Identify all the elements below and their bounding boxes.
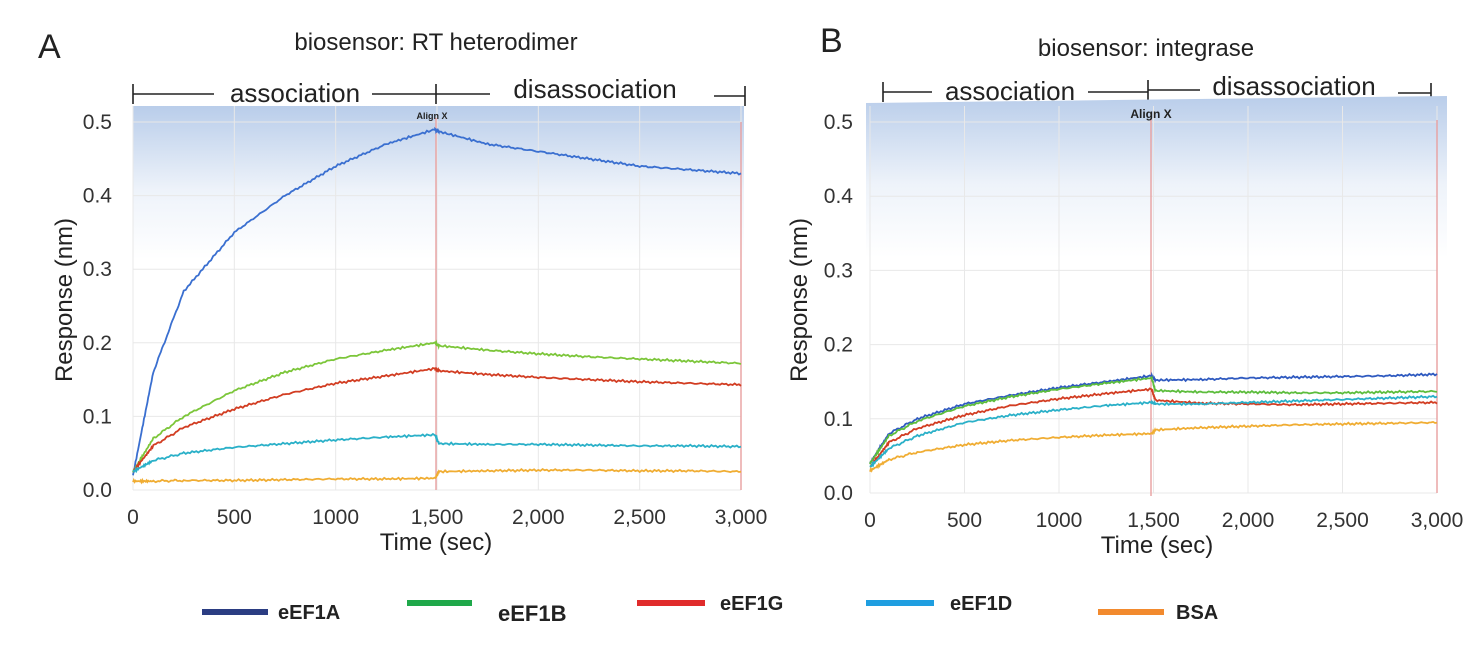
panel-b-x-tick-label: 1000 bbox=[1036, 509, 1083, 532]
panel-a-x-ticks: 0 500 1000 1,500 2,000 2,500 3,000 bbox=[127, 506, 767, 529]
panel-b-x-tick-label: 1,500 bbox=[1127, 509, 1180, 532]
panel-a-plot-area bbox=[133, 106, 744, 490]
panel-b-y-axis-title: Response (nm) bbox=[786, 218, 813, 382]
panel-a-y-tick-label: 0.5 bbox=[83, 111, 112, 134]
panel-b: B biosensor: integrase association disas… bbox=[786, 22, 1463, 559]
panel-a-y-tick-label: 0.4 bbox=[83, 185, 113, 208]
panel-a-association-label: association bbox=[230, 78, 360, 108]
panel-b-series-eef1g bbox=[869, 387, 1438, 468]
panel-b-y-tick-label: 0.2 bbox=[824, 334, 853, 357]
panel-b-title: biosensor: integrase bbox=[1038, 35, 1254, 62]
panel-b-series-bsa bbox=[869, 420, 1438, 473]
panel-a-y-axis-title: Response (nm) bbox=[51, 218, 78, 382]
panel-a-x-tick-label: 2,000 bbox=[512, 506, 565, 529]
panel-a-series-eef1g bbox=[132, 366, 742, 473]
panel-a-y-ticks: 0.0 0.1 0.2 0.3 0.4 0.5 bbox=[83, 111, 113, 502]
legend-label-bsa: BSA bbox=[1176, 602, 1218, 624]
panel-a-series bbox=[132, 126, 742, 485]
panel-a-y-tick-label: 0.0 bbox=[83, 479, 112, 502]
panel-a-series-eef1a bbox=[132, 126, 742, 476]
panel-b-series-eef1d bbox=[869, 394, 1438, 468]
panel-a-x-tick-label: 500 bbox=[217, 506, 252, 529]
panel-a-title: biosensor: RT heterodimer bbox=[294, 29, 577, 56]
legend-label-eef1a: eEF1A bbox=[278, 602, 340, 624]
panel-b-disassociation-label: disassociation bbox=[1212, 71, 1375, 101]
panel-b-y-tick-label: 0.1 bbox=[824, 408, 853, 431]
panel-b-plot-area bbox=[866, 96, 1447, 500]
panel-b-x-ticks: 0 500 1000 1,500 2,000 2,500 3,000 bbox=[864, 509, 1463, 532]
panel-a-disassociation-label: disassociation bbox=[513, 74, 676, 104]
panel-a-series-eef1b bbox=[132, 339, 742, 473]
panel-b-y-tick-label: 0.5 bbox=[824, 111, 853, 134]
panel-b-y-tick-label: 0.0 bbox=[824, 482, 853, 505]
panel-b-x-axis-title: Time (sec) bbox=[1101, 532, 1213, 559]
panel-b-phase-brackets: association disassociation bbox=[882, 71, 1432, 106]
panel-b-y-tick-label: 0.3 bbox=[824, 259, 853, 282]
legend-label-eef1d: eEF1D bbox=[950, 593, 1012, 615]
panel-a-x-axis-title: Time (sec) bbox=[380, 529, 492, 556]
panel-a-x-tick-label: 1000 bbox=[312, 506, 359, 529]
legend-label-eef1b: eEF1B bbox=[498, 601, 566, 626]
panel-a-series-bsa bbox=[132, 468, 742, 485]
panel-b-x-tick-label: 0 bbox=[864, 509, 876, 532]
panel-b-series bbox=[869, 371, 1438, 473]
panel-a-y-tick-label: 0.2 bbox=[83, 332, 112, 355]
panel-a-x-tick-label: 1,500 bbox=[411, 506, 464, 529]
panel-a-y-tick-label: 0.1 bbox=[83, 405, 112, 428]
panel-b-x-tick-label: 2,500 bbox=[1316, 509, 1369, 532]
panel-b-y-ticks: 0.0 0.1 0.2 0.3 0.4 0.5 bbox=[824, 111, 854, 505]
legend-label-eef1g: eEF1G bbox=[720, 593, 783, 615]
panel-b-x-tick-label: 3,000 bbox=[1411, 509, 1464, 532]
panel-b-y-tick-label: 0.4 bbox=[824, 185, 854, 208]
panel-a-x-tick-label: 2,500 bbox=[613, 506, 666, 529]
panel-a-letter: A bbox=[38, 28, 61, 66]
panel-b-series-eef1a bbox=[869, 371, 1438, 464]
panel-a: A biosensor: RT heterodimer association … bbox=[38, 28, 767, 556]
panel-a-x-tick-label: 3,000 bbox=[715, 506, 768, 529]
panel-a-y-tick-label: 0.3 bbox=[83, 258, 112, 281]
panel-a-x-tick-label: 0 bbox=[127, 506, 139, 529]
panel-b-letter: B bbox=[820, 22, 843, 60]
panel-b-x-tick-label: 500 bbox=[947, 509, 982, 532]
panel-b-x-tick-label: 2,000 bbox=[1222, 509, 1275, 532]
panel-b-series-eef1b bbox=[869, 375, 1438, 465]
panel-a-series-eef1d bbox=[132, 432, 742, 474]
panel-b-align-x-label: Align X bbox=[1130, 107, 1171, 121]
panel-a-phase-brackets: association disassociation bbox=[132, 74, 746, 108]
legend: eEF1A eEF1B eEF1G eEF1D BSA bbox=[202, 593, 1218, 626]
panel-a-align-x-label: Align X bbox=[417, 111, 448, 121]
